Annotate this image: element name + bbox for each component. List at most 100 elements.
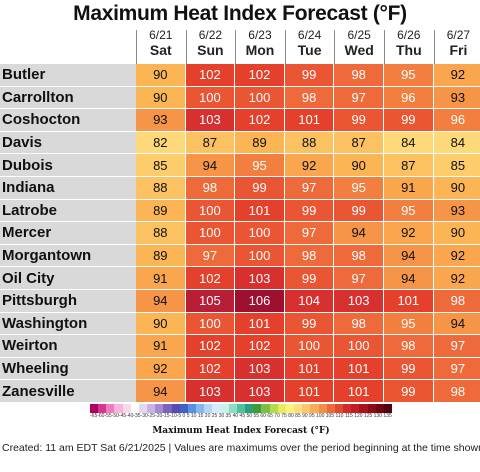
heat-index-cell: 102 <box>185 64 236 87</box>
legend-swatch <box>261 404 271 413</box>
legend-swatch <box>269 404 279 413</box>
heat-index-cell: 90 <box>136 64 186 87</box>
heat-index-cell: 94 <box>136 380 186 403</box>
legend-tick-labels: -65-60-55-50-45-40-35-30-25-20-15-10-5 0… <box>90 413 392 419</box>
station-label: Carrollton <box>0 86 136 110</box>
heat-index-cell: 99 <box>384 109 434 132</box>
legend-swatch <box>375 404 385 413</box>
heat-index-cell: 99 <box>235 177 285 200</box>
station-label: Mercer <box>0 222 136 245</box>
legend-swatch <box>187 404 197 413</box>
heat-index-cell: 90 <box>136 312 186 336</box>
heat-index-cell: 103 <box>235 380 285 403</box>
heat-index-cell: 96 <box>433 109 480 132</box>
legend-swatch <box>351 404 360 413</box>
heat-index-cell: 102 <box>235 109 285 132</box>
legend-swatch <box>334 404 344 413</box>
heat-index-cell: 97 <box>433 335 480 358</box>
heat-index-cell: 94 <box>384 267 434 290</box>
heat-index-cell: 98 <box>334 244 384 268</box>
heat-index-cell: 98 <box>384 335 434 358</box>
legend-swatch <box>220 404 230 413</box>
heat-index-cell: 99 <box>284 312 335 336</box>
heat-index-cell: 98 <box>185 177 236 200</box>
column-day: Tue <box>297 42 322 58</box>
legend-swatch <box>122 404 132 413</box>
heat-index-cell: 101 <box>235 199 285 223</box>
legend-swatch <box>318 404 328 413</box>
column-header: 6/22 Sun <box>186 28 236 58</box>
heat-index-cell: 102 <box>185 357 236 381</box>
column-day: Mon <box>245 42 275 58</box>
column-divider <box>384 30 385 64</box>
heat-index-cell: 95 <box>384 64 434 87</box>
column-day: Sun <box>197 42 224 58</box>
legend-swatch <box>163 404 173 413</box>
legend-swatch <box>204 404 213 413</box>
legend-swatch <box>253 404 262 413</box>
heat-index-cell: 97 <box>185 244 236 268</box>
heat-index-cell: 90 <box>433 222 480 245</box>
heat-index-cell: 101 <box>384 290 434 313</box>
column-divider <box>235 30 237 64</box>
heat-index-cell: 90 <box>334 154 384 177</box>
heat-index-cell: 101 <box>284 380 335 403</box>
heat-index-cell: 105 <box>185 290 236 313</box>
heat-index-cell: 99 <box>334 109 384 132</box>
heat-index-cell: 99 <box>284 267 335 290</box>
station-label: Coshocton <box>0 109 136 132</box>
legend-swatch <box>155 404 164 413</box>
column-date: 6/21 <box>149 28 173 42</box>
heat-index-cell: 90 <box>136 86 186 110</box>
heat-index-cell: 93 <box>433 199 480 223</box>
legend-swatch <box>106 404 115 413</box>
station-label: Wheeling <box>0 357 136 381</box>
column-date: 6/25 <box>347 28 371 42</box>
heat-index-cell: 98 <box>284 244 335 268</box>
heat-index-cell: 95 <box>334 177 384 200</box>
footer-note: Created: 11 am EDT Sat 6/21/2025 | Value… <box>2 442 480 454</box>
heat-index-cell: 93 <box>433 86 480 110</box>
column-date: 6/23 <box>248 28 272 42</box>
heat-index-cell: 91 <box>384 177 434 200</box>
heat-index-cell: 90 <box>433 177 480 200</box>
heat-index-cell: 102 <box>185 267 236 290</box>
column-header: 6/21 Sat <box>136 28 186 58</box>
heat-index-cell: 99 <box>284 64 335 87</box>
heat-index-cell: 91 <box>136 267 186 290</box>
column-divider <box>433 30 435 64</box>
column-date: 6/26 <box>397 28 421 42</box>
station-label: Morgantown <box>0 244 136 268</box>
legend-swatch <box>130 404 140 413</box>
heat-index-cell: 97 <box>284 222 335 245</box>
heat-index-cell: 100 <box>284 335 335 358</box>
heat-index-cell: 99 <box>384 380 434 403</box>
heat-index-cell: 103 <box>235 267 285 290</box>
heat-index-cell: 89 <box>136 244 186 268</box>
heat-index-cell: 101 <box>334 380 384 403</box>
legend-swatch <box>383 404 393 413</box>
heat-index-cell: 84 <box>433 131 480 155</box>
heat-index-cell: 100 <box>334 335 384 358</box>
heat-index-cell: 103 <box>235 357 285 381</box>
heat-index-cell: 101 <box>334 357 384 381</box>
heat-index-cell: 99 <box>384 357 434 381</box>
legend-swatch <box>343 404 352 413</box>
station-label: Oil City <box>0 267 136 290</box>
legend-swatch <box>302 404 311 413</box>
heat-index-cell: 103 <box>185 109 236 132</box>
heat-index-cell: 100 <box>235 86 285 110</box>
heat-index-cell: 103 <box>185 380 236 403</box>
heat-index-cell: 102 <box>235 64 285 87</box>
heat-index-cell: 98 <box>433 290 480 313</box>
legend-swatch <box>294 404 303 413</box>
heat-index-cell: 96 <box>384 86 434 110</box>
heat-index-cell: 87 <box>185 131 236 155</box>
legend-swatch <box>98 404 107 413</box>
heat-index-cell: 101 <box>284 109 335 132</box>
heat-index-cell: 101 <box>284 357 335 381</box>
color-legend <box>90 404 393 430</box>
heat-index-cell: 89 <box>136 199 186 223</box>
chart-title: Maximum Heat Index Forecast (°F) <box>73 2 407 25</box>
legend-swatch <box>367 404 377 413</box>
